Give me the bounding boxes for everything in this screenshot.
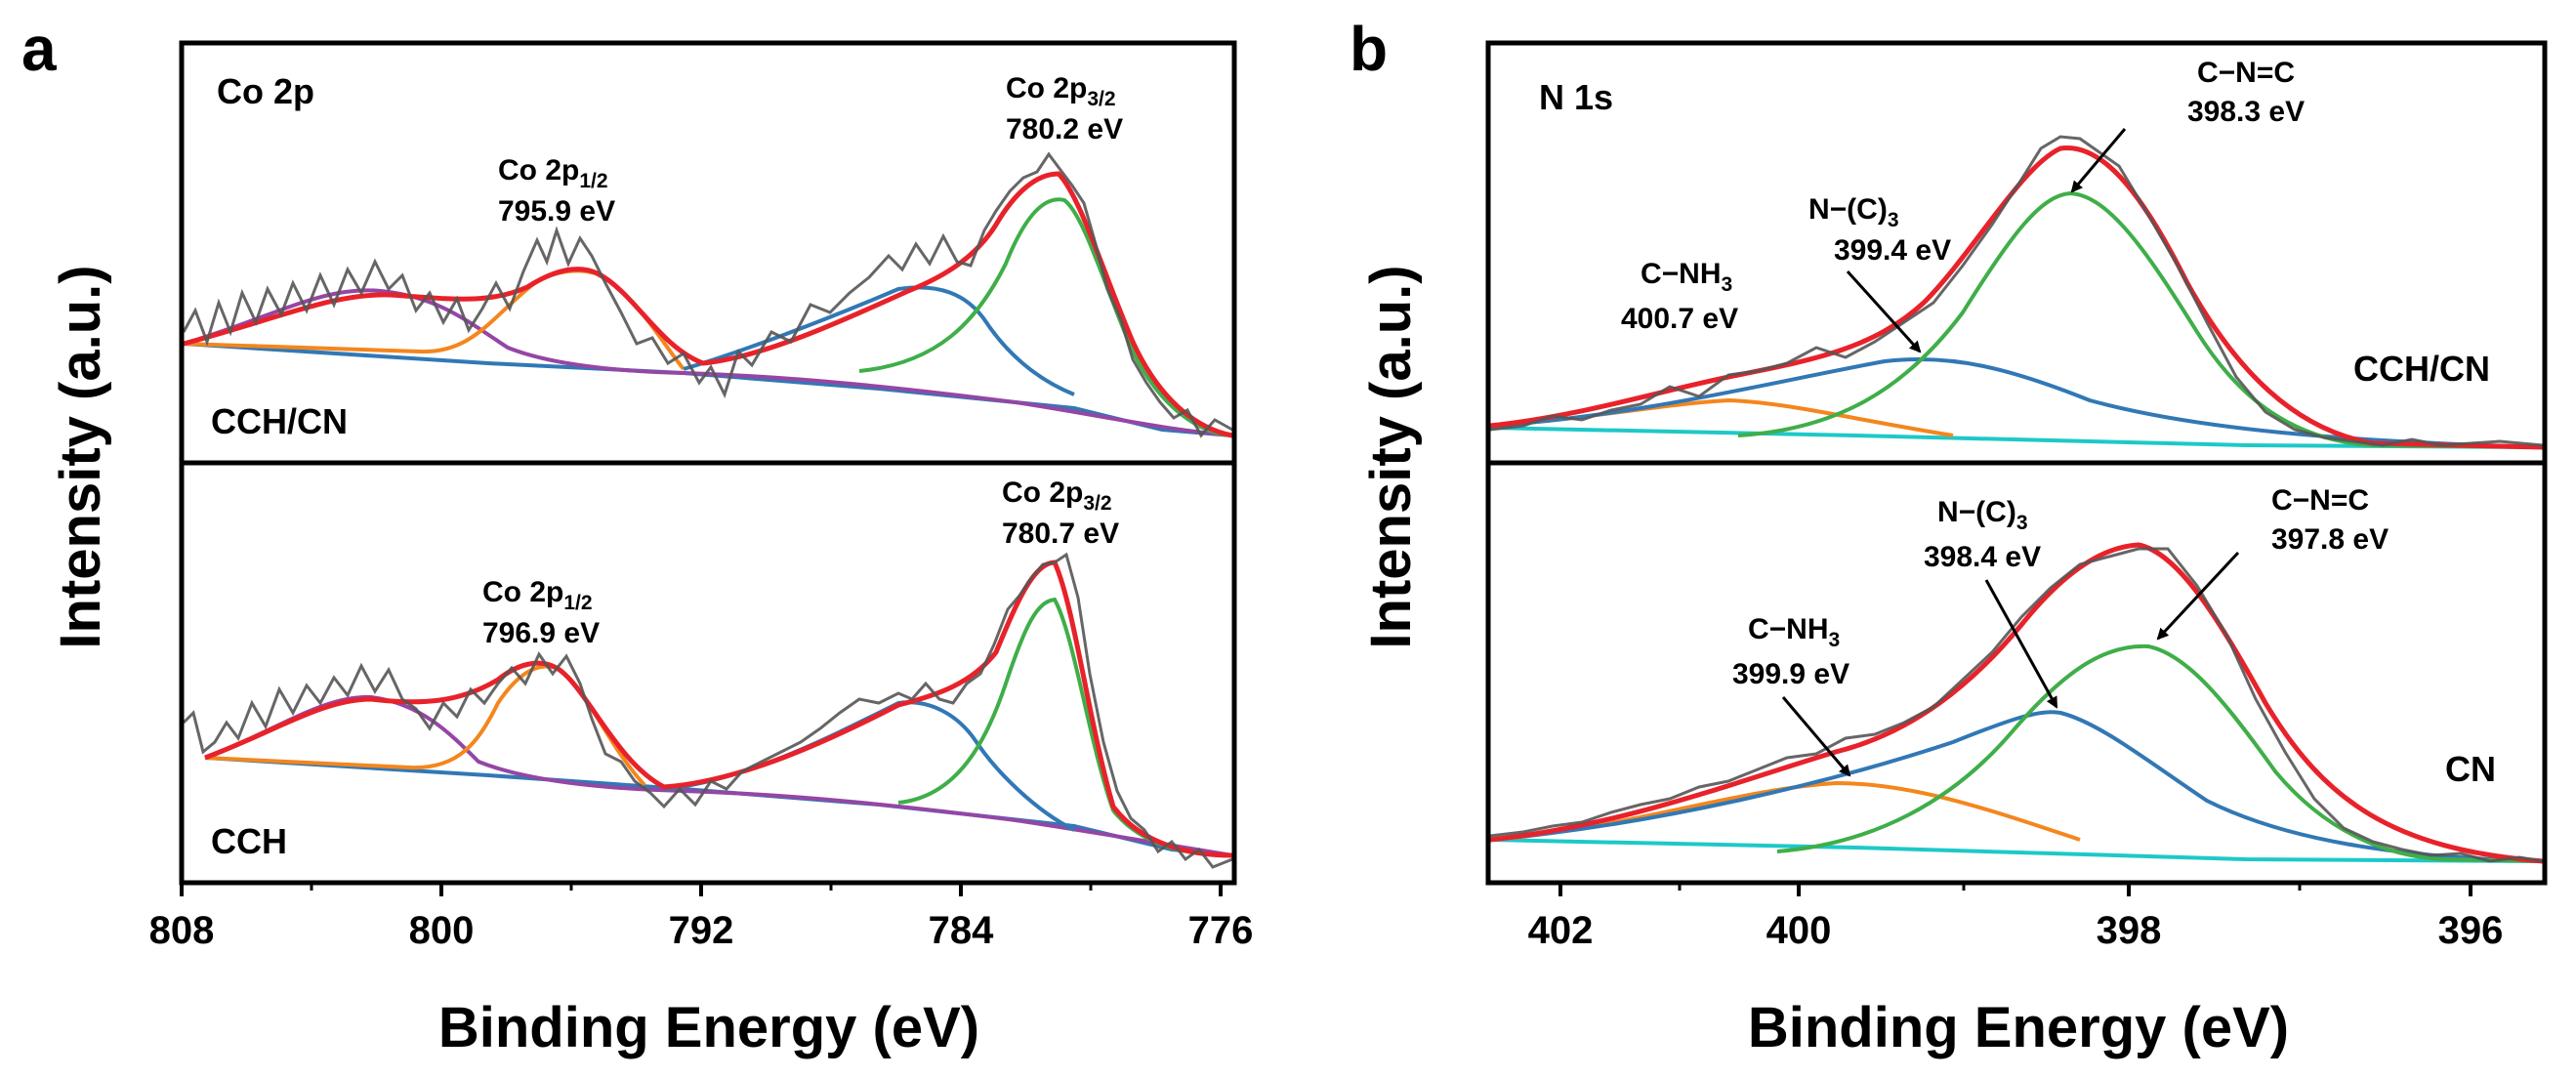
n1s-raw-spectrum (1489, 135, 2544, 447)
peak-energy: 399.4 eV (1834, 234, 1951, 267)
background-curve (183, 342, 1233, 437)
co2p-p32-curve (897, 597, 1233, 857)
n1s-cnc-curve (1737, 190, 2544, 449)
panel-a-bottom-sample-label: CCH (211, 821, 287, 861)
co2p-p12-curve (204, 664, 646, 787)
panel-a-x-axis: 808 800 792 784 776 (149, 883, 1254, 952)
panel-b-bottom-curves (1489, 542, 2544, 864)
peak-label: C−N=C (2197, 57, 2295, 89)
tick-label: 398 (2097, 909, 2162, 952)
panel-b-top-curves (1489, 135, 2544, 450)
tick-label: 808 (149, 909, 215, 952)
peak-energy: 397.8 eV (2271, 523, 2389, 556)
n1s-envelope-curve (1489, 542, 2544, 864)
peak-energy: 780.2 eV (1006, 113, 1123, 145)
co2p-raw-spectrum (182, 151, 1233, 438)
peak-label: Co 2p3/2 (1006, 72, 1116, 110)
peak-label: C−NH3 (1748, 613, 1840, 651)
tick-label: 396 (2438, 909, 2504, 952)
peak-energy: 398.3 eV (2187, 96, 2305, 128)
peak-energy: 399.9 eV (1732, 658, 1849, 690)
tick-label: 402 (1528, 909, 1594, 952)
tick-label: 784 (929, 909, 994, 952)
peak-label: Co 2p1/2 (498, 154, 608, 192)
tick-label: 776 (1188, 909, 1254, 952)
peak-label: C−NH3 (1641, 258, 1732, 296)
peak-label: N−(C)3 (1808, 193, 1899, 231)
tick-label: 800 (409, 909, 475, 952)
peak-label: Co 2p1/2 (482, 576, 593, 614)
panel-a-ylabel: Intensity (a.u.) (49, 265, 112, 648)
panel-a-top-curves (182, 151, 1233, 438)
panel-b-top-sample-label: CCH/CN (2353, 349, 2490, 389)
n1s-cnc-curve (1776, 643, 2544, 863)
peak-label: Co 2p3/2 (1002, 477, 1112, 515)
peak-energy: 780.7 eV (1002, 518, 1119, 550)
co2p-raw-spectrum (182, 552, 1233, 869)
co2p-p32-curve (858, 197, 1233, 437)
annotation-arrow (1846, 270, 1922, 353)
annotation-arrow (2070, 128, 2127, 193)
n1s-background-curve (1489, 838, 2544, 863)
annotation-arrow (2156, 551, 2240, 641)
n1s-raw-spectrum (1489, 547, 2544, 863)
tick-label: 792 (669, 909, 734, 952)
peak-label: N−(C)3 (1937, 496, 2028, 534)
peak-label: C−N=C (2271, 484, 2369, 517)
peak-energy: 400.7 eV (1621, 303, 1738, 335)
panel-b-x-axis: 402 400 398 396 (1528, 883, 2504, 952)
annotation-arrow (1781, 696, 1851, 777)
panel-b-xlabel: Binding Energy (eV) (1748, 996, 2289, 1059)
tick-label: 400 (1766, 909, 1832, 952)
panel-b-title: N 1s (1539, 77, 1613, 117)
panel-a-title: Co 2p (217, 71, 314, 111)
panel-label-a: a (21, 14, 57, 84)
panel-b-bottom-sample-label: CN (2445, 749, 2496, 789)
panel-a-top-sample-label: CCH/CN (211, 401, 348, 441)
annotation-arrow (1984, 579, 2058, 709)
panel-label-b: b (1350, 14, 1388, 84)
n1s-nc3-curve (1489, 710, 2544, 863)
n1s-envelope-curve (1489, 145, 2544, 450)
co2p-envelope-curve (204, 560, 1233, 858)
panel-b-ylabel: Intensity (a.u.) (1359, 265, 1423, 648)
background-curve (204, 756, 1233, 857)
panel-a-bottom-curves (182, 552, 1233, 869)
panel-a-xlabel: Binding Energy (eV) (438, 996, 979, 1059)
peak-energy: 398.4 eV (1924, 541, 2041, 573)
co2p-sat32-curve (683, 285, 1075, 396)
peak-energy: 795.9 eV (498, 195, 615, 228)
peak-energy: 796.9 eV (482, 617, 600, 649)
